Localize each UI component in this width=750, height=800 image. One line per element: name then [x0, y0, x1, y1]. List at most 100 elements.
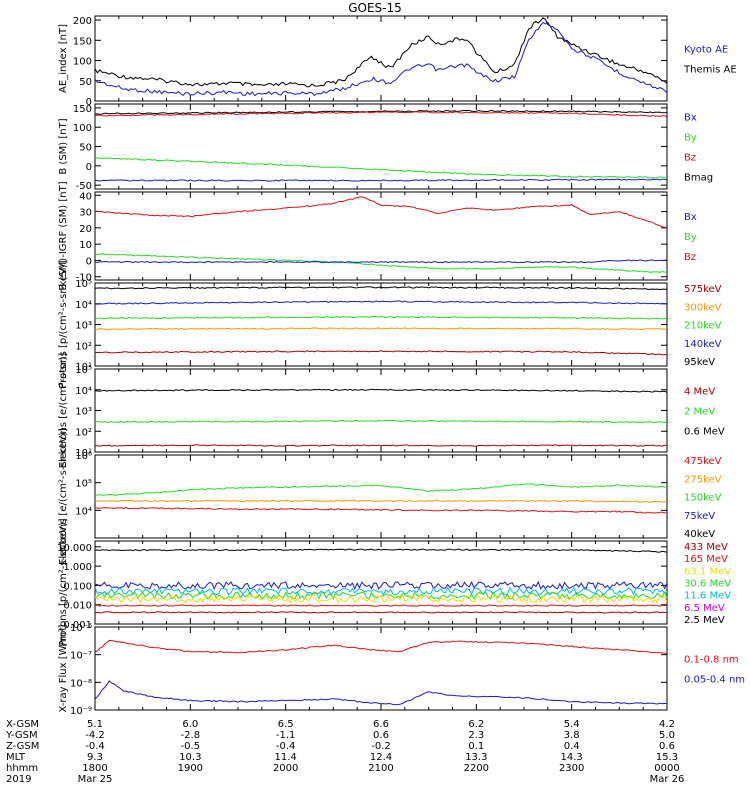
- ephemeris-value: -0.4: [85, 741, 105, 752]
- ephemeris-value: 5.4: [564, 719, 580, 730]
- series-line-210kev: [95, 315, 667, 320]
- y-tick-label: 0.001: [63, 620, 92, 631]
- series-line-11-6-mev: [95, 586, 667, 596]
- ephemeris-value: -2.8: [181, 730, 201, 741]
- legend-entry: 6.5 MeV: [684, 603, 725, 614]
- ephemeris-value: -0.4: [276, 741, 296, 752]
- legend-entry: 0.05-0.4 nm: [684, 675, 745, 686]
- y-tick-label: 10: [79, 240, 92, 251]
- series-line-95kev: [95, 286, 667, 291]
- series-line-150kev: [95, 483, 667, 496]
- y-tick-label: 10⁻⁹: [70, 706, 92, 717]
- series-line-275kev: [95, 499, 667, 503]
- y-tick-label: 10⁵: [75, 479, 92, 490]
- series-line-kyoto-ae: [95, 21, 667, 97]
- series-line-140kev: [95, 300, 667, 305]
- legend-entry: 475keV: [684, 456, 722, 467]
- ephemeris-row-label: MLT: [6, 752, 26, 763]
- y-tick-label: 40: [79, 191, 92, 202]
- y-tick-label: 10⁴: [75, 386, 92, 397]
- panel-2: -50 0 50 100 150 B (SM) [nT] Bx By Bz Bmag: [58, 103, 713, 192]
- legend-entry: Themis AE: [683, 65, 737, 76]
- ephemeris-value: 3.8: [564, 730, 580, 741]
- ephemeris-value: 6.6: [373, 719, 389, 730]
- y-axis-label: Protons [p/(cm²-s-sr-keV)]: [58, 260, 69, 388]
- series-line-bmag: [95, 109, 667, 115]
- y-tick-label: 10⁴: [75, 300, 92, 311]
- y-tick-label: -10: [76, 273, 92, 284]
- legend-entry: 11.6 MeV: [684, 591, 731, 602]
- ephemeris-value: 15.3: [656, 752, 678, 763]
- ephemeris-value: 1800: [82, 763, 107, 774]
- y-tick-label: 0: [86, 256, 92, 267]
- series-line-by: [95, 157, 667, 179]
- ephemeris-value: 0000: [654, 763, 679, 774]
- panel-3: -10 0 10 20 30 40 B (SM)-IGRF (SM) [nT] Bx By Bz: [58, 181, 697, 290]
- y-tick-label: 10¹: [75, 362, 92, 373]
- legend-entry: By: [684, 133, 697, 144]
- ephemeris-value: 2000: [273, 763, 298, 774]
- ephemeris-value: 2100: [368, 763, 393, 774]
- y-axis-label: Protons [p/(cm²-s-sr-keV)]: [58, 518, 69, 646]
- legend-entry: 2.5 MeV: [684, 615, 725, 626]
- y-tick-label: 10⁻⁷: [70, 651, 92, 662]
- series-line-bz: [95, 111, 667, 118]
- legend-entry: 150keV: [684, 493, 722, 504]
- series-line-4-mev: [95, 444, 667, 447]
- y-tick-label: 0.010: [63, 601, 92, 612]
- legend-entry: 210keV: [684, 321, 722, 332]
- ephemeris-value: -0.2: [371, 741, 391, 752]
- legend-entry: 575keV: [684, 284, 722, 295]
- legend-entry: 0.1-0.8 nm: [684, 655, 739, 666]
- panel-5: 10¹ 10² 10³ 10⁴ 10⁵ Electrons [e/(cm²-s-sr)] 4…: [58, 353, 725, 469]
- y-tick-label: 10⁵: [75, 279, 92, 290]
- y-tick-label: -50: [76, 181, 92, 192]
- ephemeris-value: 0.1: [468, 741, 484, 752]
- y-tick-label: 10.000: [57, 543, 92, 554]
- ephemeris-value: 13.3: [465, 752, 487, 763]
- y-axis-label: Electrons [e/(cm²-s-sr)]: [58, 353, 69, 469]
- ephemeris-value: 1900: [178, 763, 203, 774]
- ephemeris-value: 6.5: [278, 719, 294, 730]
- ephemeris-row-label: X-GSM: [6, 719, 39, 730]
- legend-entry: 0.6 MeV: [684, 427, 725, 438]
- y-tick-label: 10⁵: [75, 365, 92, 376]
- legend-entry: 2 MeV: [684, 407, 715, 418]
- ephemeris-value: -4.2: [85, 730, 105, 741]
- series-line-bx: [95, 178, 667, 182]
- ephemeris-value: 10.3: [179, 752, 201, 763]
- y-tick-label: 1.000: [63, 562, 92, 573]
- ephemeris-value: Mar 26: [650, 774, 685, 785]
- y-tick-label: 150: [73, 104, 92, 115]
- y-tick-label: 100: [73, 57, 92, 68]
- series-line-0-1-0-8-nm: [95, 639, 667, 655]
- y-tick-label: 200: [73, 16, 92, 27]
- legend-entry: Kyoto AE: [684, 45, 728, 56]
- ephemeris-row-label: Y-GSM: [5, 730, 38, 741]
- ephemeris-value: 2300: [559, 763, 584, 774]
- y-tick-label: 0: [86, 162, 92, 173]
- series-line-165-mev: [95, 604, 667, 607]
- series-line-0-6-mev: [95, 388, 667, 393]
- y-tick-label: 0.100: [63, 581, 92, 592]
- ephemeris-value: 0.4: [564, 741, 580, 752]
- y-tick-label: 0: [86, 97, 92, 108]
- series-line-575kev: [95, 350, 667, 356]
- y-tick-label: 20: [79, 224, 92, 235]
- y-axis-label: X-ray Flux [W/m²]: [58, 624, 69, 712]
- y-tick-label: 30: [79, 208, 92, 219]
- legend-entry: 433 MeV: [684, 542, 728, 553]
- legend-entry: Bx: [684, 113, 697, 124]
- ephemeris-value: -0.5: [181, 741, 201, 752]
- panel-frame: [94, 15, 668, 102]
- series-line-63-1-mev: [95, 594, 667, 604]
- ephemeris-row-label: 2019: [6, 774, 31, 785]
- legend-entry: 75keV: [684, 511, 715, 522]
- legend-entry: 165 MeV: [684, 554, 728, 565]
- y-tick-label: 10³: [75, 321, 92, 332]
- series-line-2-mev: [95, 419, 667, 424]
- panel-8: 10⁻⁹ 10⁻⁸ 10⁻⁷ 10⁻⁶X-ray Flux [W/m²] 0.1-0.8…: [58, 623, 745, 717]
- series-line-bz: [95, 196, 667, 228]
- panel-frame: [94, 626, 668, 711]
- ephemeris-value: 2.3: [468, 730, 484, 741]
